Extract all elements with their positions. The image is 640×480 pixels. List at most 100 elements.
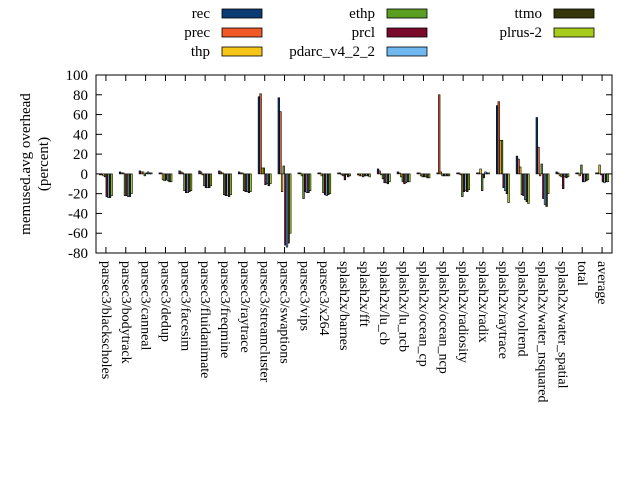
legend-label-ethp: ethp [349, 6, 375, 22]
bar-plrus-2 [447, 173, 451, 177]
x-tick-label: parsec3/swaptions [277, 261, 292, 364]
x-tick-label: splash2x/raytrace [495, 261, 510, 359]
x-tick-label: splash2x/barnes [336, 261, 351, 350]
x-tick-label: splash2x/lu_cb [376, 261, 391, 345]
bar-prec [279, 111, 282, 175]
x-tick-label: parsec3/freqmine [217, 261, 232, 358]
y-axis-ticks: -80 -60 -40 -20 0 20 40 60 80 100 [66, 68, 612, 262]
x-tick-label: parsec3/fluidanimate [197, 261, 212, 378]
x-tick-label: average [594, 261, 609, 305]
bar-plrus-2 [606, 173, 609, 183]
x-tick-label: parsec3/bodytrack [118, 261, 133, 364]
bar-prec [438, 94, 441, 175]
bar-plrus-2 [388, 173, 391, 183]
legend-swatch-thp [221, 46, 263, 57]
legend-label-ttmo: ttmo [514, 6, 542, 22]
bar-plrus-2 [249, 173, 252, 192]
legend-swatch-prec [221, 27, 263, 38]
bar-thp [221, 172, 224, 175]
bar-prec [557, 172, 560, 175]
legend-label-rec: rec [192, 6, 211, 22]
x-tick-label: parsec3/dedup [157, 261, 172, 342]
bar-plrus-2 [170, 173, 173, 183]
bar-thp [241, 172, 244, 175]
legend-label-prcl: prcl [352, 25, 375, 41]
bar-plrus-2 [308, 173, 312, 191]
bar-thp [439, 171, 442, 175]
x-tick-label: splash2x/radix [475, 261, 490, 343]
legend: rec prec thp ethp prcl pdarc_v4_2_2 ttmo plrus-… [184, 6, 595, 60]
bar-rec [535, 117, 538, 175]
x-tick-label: parsec3/raytrace [237, 261, 252, 353]
y-tick-label: 100 [66, 68, 89, 84]
x-tick-label: splash2x/radiosity [455, 261, 470, 363]
bar-ethp [282, 165, 285, 175]
y-tick-label: 0 [81, 167, 89, 183]
bar-plrus-2 [229, 173, 232, 195]
bar-prec [497, 101, 500, 175]
bar-ethp [580, 164, 583, 175]
x-tick-label: total [574, 261, 589, 286]
bar-thp [538, 173, 542, 177]
x-tick-label: parsec3/streamcluster [257, 261, 272, 383]
x-tick-label: splash2x/volrend [515, 261, 530, 357]
bar-plrus-2 [368, 173, 371, 178]
x-tick-label: parsec3/canneal [138, 261, 153, 350]
bar-plrus-2 [547, 173, 550, 194]
y-tick-label: -20 [68, 187, 88, 203]
x-tick-label: splash2x/fft [356, 261, 371, 327]
bar-plrus-2 [348, 173, 351, 177]
bar-prec [378, 170, 381, 175]
x-axis-ticks: parsec3/blackscholes parsec3/bodytrack par… [98, 75, 609, 403]
bar-plrus-2 [586, 173, 590, 181]
y-tick-label: -80 [68, 246, 88, 262]
x-tick-label: splash2x/water_nsquared [535, 261, 550, 403]
bar-plrus-2 [150, 172, 153, 175]
x-tick-label: parsec3/facesim [177, 261, 192, 351]
y-tick-label: 80 [73, 88, 88, 104]
bar-plrus-2 [130, 173, 133, 194]
y-tick-label: 40 [73, 127, 88, 143]
x-tick-label: parsec3/blackscholes [98, 261, 113, 379]
plot-frame [95, 74, 613, 254]
bar-plrus-2 [507, 173, 510, 203]
bar-prcl [343, 173, 347, 181]
legend-label-prec: prec [184, 25, 210, 41]
bar-prec [457, 172, 461, 175]
bar-thp [122, 172, 125, 175]
bar-thp [479, 168, 482, 175]
bar-thp [280, 173, 284, 192]
bar-plrus-2 [487, 172, 490, 175]
bar-thp [519, 166, 522, 175]
x-tick-label: parsec3/x264 [316, 261, 331, 336]
bars [99, 93, 609, 248]
legend-swatch-pdarc_v4_2_2 [386, 46, 428, 57]
bar-plrus-2 [110, 173, 113, 196]
x-tick-label: splash2x/ocean_ncp [435, 261, 450, 374]
bar-plrus-2 [269, 173, 272, 185]
bar-ethp [500, 139, 504, 175]
bar-prec [537, 146, 540, 175]
bar-plrus-2 [189, 173, 193, 191]
bar-prec [160, 172, 163, 175]
y-tick-label: -60 [68, 226, 88, 242]
bar-plrus-2 [328, 173, 332, 194]
bar-plrus-2 [527, 173, 530, 204]
bar-prec [577, 172, 580, 175]
bar-thp [181, 172, 184, 175]
bar-thp [142, 171, 145, 175]
bar-ethp [481, 173, 484, 191]
bar-prcl [562, 173, 565, 190]
legend-label-pdarc_v4_2_2: pdarc_v4_2_2 [289, 44, 375, 60]
y-axis-label: memused.avg overhead [18, 93, 34, 235]
bar-prec [398, 172, 401, 175]
x-tick-label: parsec3/vips [296, 261, 311, 331]
bar-prec [299, 172, 302, 175]
y-tick-label: -40 [68, 206, 88, 222]
bar-plrus-2 [408, 173, 411, 183]
legend-swatch-ethp [386, 8, 428, 19]
bar-prec [319, 172, 322, 175]
bar-ethp [540, 163, 543, 175]
bar-ethp [143, 173, 146, 177]
